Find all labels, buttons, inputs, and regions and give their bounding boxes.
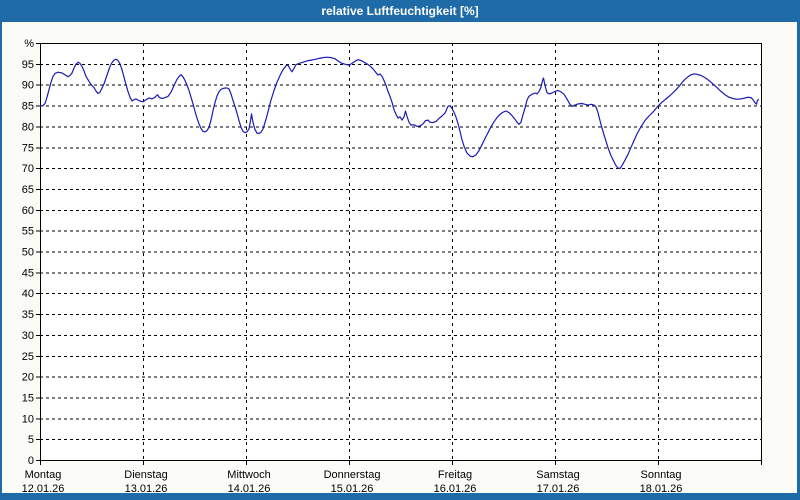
axis-ticks — [36, 43, 762, 465]
x-date-label: 12.01.26 — [22, 483, 65, 495]
y-tick-label: 5 — [28, 434, 34, 446]
y-tick-label: 55 — [22, 226, 34, 238]
x-day-label: Montag — [25, 469, 62, 481]
y-tick-label: 10 — [22, 413, 34, 425]
x-date-label: 18.01.26 — [640, 483, 683, 495]
y-tick-label: 0 — [28, 455, 34, 467]
x-day-label: Mittwoch — [227, 469, 270, 481]
y-tick-label: 40 — [22, 288, 34, 300]
window-border-left — [0, 0, 2, 500]
window-title: relative Luftfeuchtigkeit [%] — [321, 4, 479, 18]
window-border-bottom — [0, 493, 800, 500]
series-line-relative-luftfeuchtigkeit — [39, 56, 760, 170]
gridlines — [40, 43, 761, 460]
y-axis-unit-label: % — [24, 38, 34, 50]
y-tick-label: 85 — [22, 101, 34, 113]
y-tick-label: 75 — [22, 142, 34, 154]
y-tick-label: 35 — [22, 309, 34, 321]
x-date-label: 13.01.26 — [125, 483, 168, 495]
y-tick-label: 90 — [22, 80, 34, 92]
window-border-right — [797, 0, 800, 500]
x-day-label: Dienstag — [124, 469, 167, 481]
y-tick-label: 70 — [22, 163, 34, 175]
y-tick-label: 95 — [22, 59, 34, 71]
y-tick-label: 25 — [22, 351, 34, 363]
x-day-label: Donnerstag — [324, 469, 381, 481]
plot-frame — [40, 43, 762, 461]
x-date-label: 16.01.26 — [434, 483, 477, 495]
y-tick-label: 15 — [22, 392, 34, 404]
x-day-label: Freitag — [438, 469, 472, 481]
x-date-label: 15.01.26 — [331, 483, 374, 495]
x-date-label: 14.01.26 — [228, 483, 271, 495]
y-tick-label: 80 — [22, 121, 34, 133]
x-axis-labels: Montag 12.01.26 Dienstag 13.01.26 Mittwoch 14… — [22, 469, 683, 495]
y-tick-label: 20 — [22, 372, 34, 384]
title-bar: relative Luftfeuchtigkeit [%] — [0, 0, 800, 22]
y-axis-labels: 0 5 10 15 20 25 30 35 40 45 50 55 60 65 70 75 80 85 90 95% — [22, 38, 34, 467]
x-day-label: Samstag — [536, 469, 579, 481]
y-tick-label: 65 — [22, 184, 34, 196]
x-date-label: 17.01.26 — [537, 483, 580, 495]
y-tick-label: 50 — [22, 247, 34, 259]
y-tick-label: 30 — [22, 330, 34, 342]
x-day-label: Sonntag — [641, 469, 682, 481]
y-tick-label: 60 — [22, 205, 34, 217]
y-tick-label: 45 — [22, 267, 34, 279]
